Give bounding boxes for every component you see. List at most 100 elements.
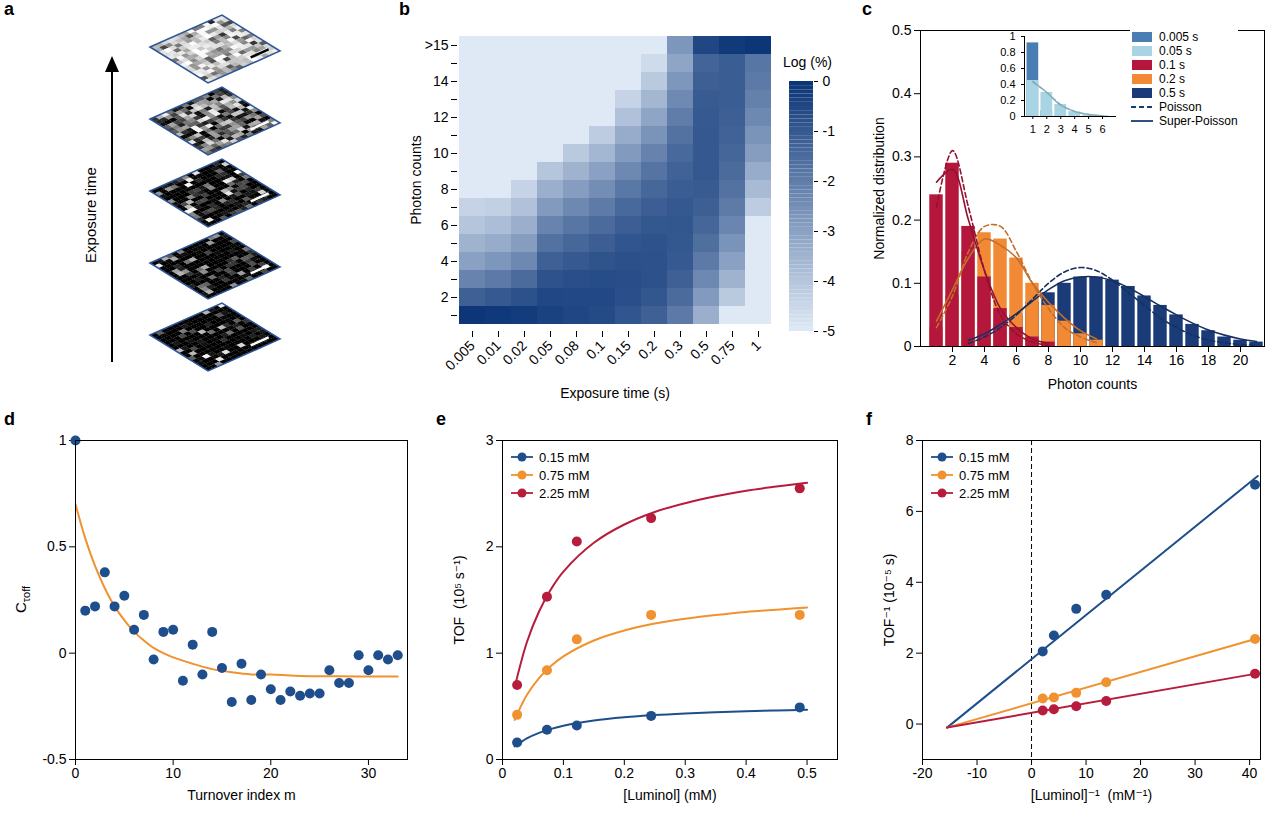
svg-text:10: 10: [1078, 765, 1094, 781]
svg-text:-3: -3: [823, 223, 836, 239]
svg-text:-4: -4: [823, 273, 836, 289]
svg-text:30: 30: [1187, 765, 1203, 781]
svg-text:2: 2: [949, 352, 957, 368]
svg-text:8: 8: [1045, 352, 1053, 368]
svg-text:12: 12: [433, 109, 449, 125]
svg-text:12: 12: [1105, 352, 1121, 368]
svg-text:5: 5: [1086, 123, 1092, 135]
svg-text:10: 10: [165, 765, 181, 781]
svg-text:14: 14: [433, 73, 449, 89]
svg-text:-20: -20: [912, 765, 932, 781]
svg-text:0: 0: [1028, 765, 1036, 781]
svg-text:8: 8: [441, 181, 449, 197]
svg-text:0.75: 0.75: [707, 337, 738, 368]
svg-text:2: 2: [1044, 123, 1050, 135]
svg-text:20: 20: [1233, 352, 1249, 368]
svg-text:TOF (10⁵ s⁻¹): TOF (10⁵ s⁻¹): [451, 555, 467, 644]
svg-text:TOF⁻¹ (10⁻⁵ s): TOF⁻¹ (10⁻⁵ s): [881, 554, 897, 647]
svg-text:0.6: 0.6: [1000, 62, 1015, 74]
svg-text:1: 1: [59, 432, 67, 448]
svg-text:0.5: 0.5: [686, 337, 712, 363]
svg-text:14: 14: [1137, 352, 1153, 368]
svg-text:0.15: 0.15: [603, 337, 634, 368]
svg-text:6: 6: [441, 217, 449, 233]
svg-text:0: 0: [59, 645, 67, 661]
svg-text:0.05: 0.05: [525, 337, 556, 368]
svg-text:0.01: 0.01: [473, 337, 504, 368]
svg-text:0.3: 0.3: [892, 148, 912, 164]
svg-text:1: 1: [486, 645, 494, 661]
svg-text:6: 6: [906, 503, 914, 519]
svg-text:Turnover index m: Turnover index m: [187, 787, 295, 803]
svg-text:6: 6: [1013, 352, 1021, 368]
svg-text:10: 10: [1073, 352, 1089, 368]
svg-text:-1: -1: [823, 123, 836, 139]
svg-text:0.4: 0.4: [736, 765, 756, 781]
svg-text:0.8: 0.8: [1000, 46, 1015, 58]
html-text:0.15 mM: 0.15 mM: [539, 449, 590, 465]
svg-text:0: 0: [1009, 110, 1015, 122]
svg-text:0.1: 0.1: [892, 275, 912, 291]
html-text:0.75 mM: 0.75 mM: [539, 467, 590, 483]
svg-text:Exposure time (s): Exposure time (s): [560, 385, 670, 401]
svg-text:Photon counts: Photon counts: [1048, 376, 1138, 392]
svg-text:30: 30: [361, 765, 377, 781]
svg-text:0.1: 0.1: [554, 765, 574, 781]
svg-text:0.2: 0.2: [1000, 94, 1015, 106]
svg-text:0.3: 0.3: [675, 765, 695, 781]
html-text:2.25 mM: 2.25 mM: [539, 485, 590, 501]
html-text:Log (%): Log (%): [783, 54, 832, 70]
svg-text:[Luminol]⁻¹ (mM⁻¹): [Luminol]⁻¹ (mM⁻¹): [1031, 787, 1152, 803]
svg-text:>15: >15: [425, 37, 449, 53]
svg-text:Cτoff: Cτoff: [12, 585, 32, 613]
svg-text:8: 8: [906, 432, 914, 448]
svg-text:3: 3: [486, 432, 494, 448]
svg-text:0: 0: [72, 765, 80, 781]
svg-text:6: 6: [1099, 123, 1105, 135]
svg-text:40: 40: [1242, 765, 1258, 781]
svg-text:0.2: 0.2: [615, 765, 635, 781]
svg-text:0.4: 0.4: [1000, 78, 1015, 90]
svg-text:0: 0: [823, 73, 831, 89]
svg-text:0.5: 0.5: [47, 538, 67, 554]
svg-text:1: 1: [1009, 30, 1015, 42]
svg-text:4: 4: [981, 352, 989, 368]
svg-text:4: 4: [441, 253, 449, 269]
svg-text:20: 20: [263, 765, 279, 781]
svg-text:1: 1: [747, 337, 764, 354]
svg-text:20: 20: [1133, 765, 1149, 781]
svg-text:0: 0: [904, 338, 912, 354]
svg-text:0.2: 0.2: [892, 212, 912, 228]
svg-text:0.5: 0.5: [797, 765, 817, 781]
svg-text:4: 4: [1072, 123, 1078, 135]
svg-text:0: 0: [499, 765, 507, 781]
html-text:0.15 mM: 0.15 mM: [959, 449, 1010, 465]
svg-text:2: 2: [486, 538, 494, 554]
svg-text:0.02: 0.02: [499, 337, 530, 368]
svg-text:4: 4: [906, 574, 914, 590]
svg-text:0.005: 0.005: [442, 337, 478, 373]
svg-text:2: 2: [441, 289, 449, 305]
svg-text:-0.5: -0.5: [42, 751, 66, 767]
svg-text:0.5: 0.5: [892, 22, 912, 38]
svg-text:0.3: 0.3: [661, 337, 686, 362]
svg-text:-2: -2: [823, 173, 836, 189]
svg-text:18: 18: [1201, 352, 1217, 368]
svg-text:0.08: 0.08: [551, 337, 582, 368]
svg-text:0: 0: [906, 716, 914, 732]
svg-text:2: 2: [906, 645, 914, 661]
svg-text:[Luminol] (mM): [Luminol] (mM): [623, 787, 716, 803]
svg-text:0.2: 0.2: [635, 337, 660, 362]
svg-text:Normalized distribution: Normalized distribution: [871, 117, 887, 259]
svg-text:16: 16: [1169, 352, 1185, 368]
svg-text:-5: -5: [823, 323, 836, 339]
svg-text:1: 1: [1030, 123, 1036, 135]
svg-text:0.4: 0.4: [892, 85, 912, 101]
svg-text:Exposure time: Exposure time: [82, 167, 99, 263]
svg-text:0.1: 0.1: [582, 337, 608, 363]
svg-text:10: 10: [433, 145, 449, 161]
svg-text:3: 3: [1058, 123, 1064, 135]
svg-text:Photon counts: Photon counts: [408, 135, 424, 225]
svg-text:-10: -10: [967, 765, 987, 781]
svg-text:0: 0: [486, 751, 494, 767]
